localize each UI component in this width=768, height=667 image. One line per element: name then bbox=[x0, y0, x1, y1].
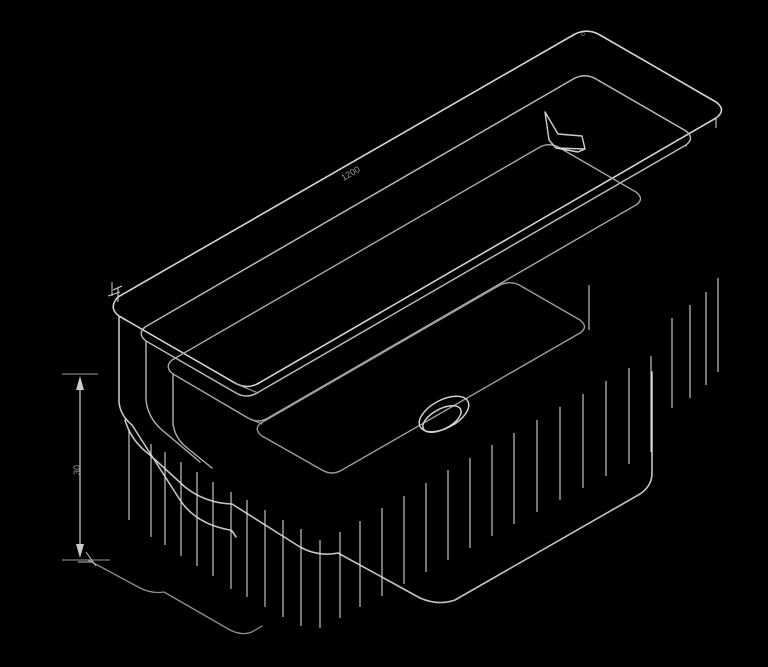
lower-left-tick bbox=[78, 551, 97, 567]
corner-mark-label: o bbox=[581, 31, 585, 38]
floor-profile bbox=[256, 282, 586, 474]
bottom-front-edge bbox=[124, 371, 653, 604]
top-edge-tick bbox=[112, 285, 123, 302]
height-dimension-value: 30 bbox=[72, 465, 82, 475]
right-corner-verticals bbox=[588, 118, 717, 330]
leader-tick-left bbox=[107, 282, 121, 297]
bottom-second-edge bbox=[87, 559, 263, 635]
corner-tab bbox=[544, 111, 586, 153]
left-end-wall bbox=[145, 340, 213, 469]
dim-arrow-down bbox=[76, 544, 84, 558]
wall-hatch-lines bbox=[128, 278, 719, 628]
top-face-detail-lines bbox=[233, 382, 263, 425]
circular-boss bbox=[418, 395, 470, 433]
bottom-outer-edge bbox=[118, 315, 237, 538]
dim-arrow-up bbox=[76, 376, 84, 390]
corner-mark: o bbox=[581, 31, 585, 38]
height-dimension: 30 bbox=[62, 373, 110, 561]
